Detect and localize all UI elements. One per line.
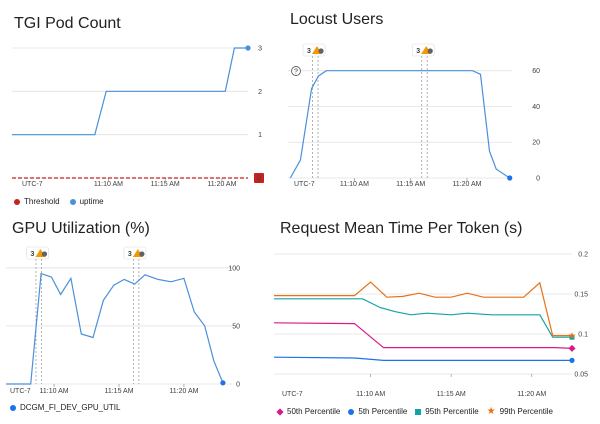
- y-tick-label: 0.2: [578, 252, 588, 259]
- series-end-marker: [507, 175, 513, 181]
- star-icon: ★: [486, 405, 496, 417]
- chart-svg[interactable]: 0 20 40 60 UTC-7 11:10 AM 11:15 AM 11:20 AM 3 3?: [280, 0, 600, 212]
- legend-label: DCGM_FI_DEV_GPU_UTIL: [20, 403, 121, 412]
- y-tick-label: 0: [536, 176, 540, 183]
- chart-legend: DCGM_FI_DEV_GPU_UTIL: [10, 403, 120, 412]
- annotation-badge: 3: [123, 246, 147, 260]
- series-line-95th-percentile: [274, 298, 572, 338]
- legend-item-p99[interactable]: ★ 99th Percentile: [486, 405, 554, 417]
- chart-title: Locust Users: [290, 11, 384, 28]
- x-tick-label: 11:20 AM: [207, 181, 236, 188]
- info-icon: [41, 251, 48, 257]
- series-end-marker: [245, 45, 251, 51]
- diamond-icon: [276, 407, 284, 416]
- series-line-5th-percentile: [273, 356, 572, 361]
- y-tick-label: 50: [232, 323, 240, 330]
- timezone-label: UTC-7: [294, 181, 315, 188]
- annotation-badge: 3: [302, 43, 326, 57]
- info-icon: [427, 48, 433, 54]
- y-tick-label: 0.05: [574, 372, 588, 379]
- legend-item-p50[interactable]: 50th Percentile: [276, 407, 341, 416]
- series-end-marker: [568, 344, 576, 352]
- y-tick-label: 20: [532, 140, 540, 147]
- chart-legend: Threshold uptime: [14, 197, 104, 206]
- legend-dot-icon: [69, 198, 76, 205]
- x-tick-label: 11:10 AM: [356, 391, 385, 398]
- timezone-label: UTC-7: [10, 388, 31, 395]
- legend-dot-icon: [10, 404, 16, 411]
- timezone-label: UTC-7: [282, 391, 303, 398]
- chart-title: GPU Utilization (%): [12, 220, 150, 237]
- x-tick-label: 11:20 AM: [517, 391, 546, 398]
- series-line-50th-percentile: [273, 322, 573, 349]
- legend-item-p95[interactable]: 95th Percentile: [415, 407, 479, 416]
- info-icon: [318, 48, 324, 54]
- info-icon: [139, 251, 145, 257]
- legend-label: uptime: [79, 197, 104, 206]
- tgi-pod-count-panel: TGI Pod Count 1 2 3 UTC-7 11:10 AM 11:15 AM 11…: [0, 0, 280, 212]
- y-tick-label: 1: [258, 132, 262, 139]
- series-end-marker: [569, 334, 575, 340]
- legend-item-p5[interactable]: 5th Percentile: [348, 407, 407, 416]
- chart-svg[interactable]: 0 50 100 UTC-7 11:10 AM 11:15 AM 11:20 AM 3 3: [0, 212, 280, 424]
- x-tick-label: 11:20 AM: [452, 181, 481, 188]
- y-tick-label: 60: [532, 68, 540, 75]
- y-tick-label: 0.1: [578, 332, 588, 339]
- help-icon: [291, 66, 301, 76]
- series-line-dcgm-fi-dev-gpu-util: [6, 272, 224, 385]
- legend-item-gpu-util[interactable]: DCGM_FI_DEV_GPU_UTIL: [10, 403, 120, 412]
- threshold-badge: [254, 173, 264, 183]
- y-tick-label: 0.15: [574, 292, 588, 299]
- series-line-99th-percentile: [274, 281, 572, 337]
- square-icon: [415, 408, 422, 415]
- x-tick-label: 11:10 AM: [40, 388, 69, 395]
- threshold-value: 0: [257, 176, 261, 183]
- series-end-marker: [220, 380, 226, 386]
- badge-count: 3: [416, 48, 420, 55]
- legend-label: 95th Percentile: [425, 407, 479, 416]
- badge-count: 3: [30, 251, 34, 258]
- request-mean-time-panel: Request Mean Time Per Token (s) 0.05 0.1 0…: [273, 212, 600, 424]
- badge-count: 3: [128, 251, 132, 258]
- series-end-marker: [569, 357, 575, 363]
- annotation-badge: 3: [26, 246, 49, 260]
- legend-label: Threshold: [24, 197, 60, 206]
- chart-legend: 50th Percentile 5th Percentile 95th Perc…: [276, 405, 554, 417]
- legend-dot-icon: [14, 198, 20, 205]
- legend-label: 99th Percentile: [499, 407, 554, 416]
- x-tick-label: 11:10 AM: [94, 181, 123, 188]
- series-line-uptime: [12, 47, 248, 136]
- series-line-users: [289, 70, 511, 179]
- annotation-badge: 3: [411, 43, 435, 57]
- x-tick-label: 11:20 AM: [169, 388, 198, 395]
- help-icon-glyph: ?: [294, 69, 298, 76]
- series-end-marker: ★: [568, 331, 576, 341]
- y-tick-label: 2: [258, 89, 262, 96]
- chart-svg[interactable]: 0.05 0.1 0.15 0.2 UTC-7 11:10 AM 11:15 AM 11:20…: [273, 212, 600, 424]
- legend-item-threshold[interactable]: Threshold: [14, 197, 60, 206]
- x-tick-label: 11:15 AM: [437, 391, 466, 398]
- legend-label: 50th Percentile: [287, 407, 341, 416]
- locust-users-panel: Locust Users 0 20 40 60 UTC-7 11:10 AM 11:15 A…: [280, 0, 600, 212]
- y-tick-label: 100: [228, 265, 240, 272]
- legend-label: 5th Percentile: [358, 407, 408, 416]
- chart-title: TGI Pod Count: [14, 15, 121, 32]
- chart-svg[interactable]: 1 2 3 UTC-7 11:10 AM 11:15 AM 11:20 AM 0: [0, 0, 280, 212]
- chart-title: Request Mean Time Per Token (s): [280, 220, 523, 237]
- gpu-utilization-panel: GPU Utilization (%) 0 50 100 UTC-7 11:10 AM 1…: [0, 212, 280, 424]
- x-tick-label: 11:15 AM: [151, 181, 180, 188]
- y-tick-label: 40: [532, 104, 540, 111]
- badge-count: 3: [307, 48, 311, 55]
- x-tick-label: 11:15 AM: [396, 181, 425, 188]
- y-tick-label: 0: [236, 382, 240, 389]
- x-tick-label: 11:15 AM: [104, 388, 133, 395]
- timezone-label: UTC-7: [22, 181, 43, 188]
- legend-item-uptime[interactable]: uptime: [69, 197, 104, 206]
- legend-dot-icon: [348, 408, 355, 415]
- y-tick-label: 3: [258, 46, 262, 53]
- x-tick-label: 11:10 AM: [340, 181, 369, 188]
